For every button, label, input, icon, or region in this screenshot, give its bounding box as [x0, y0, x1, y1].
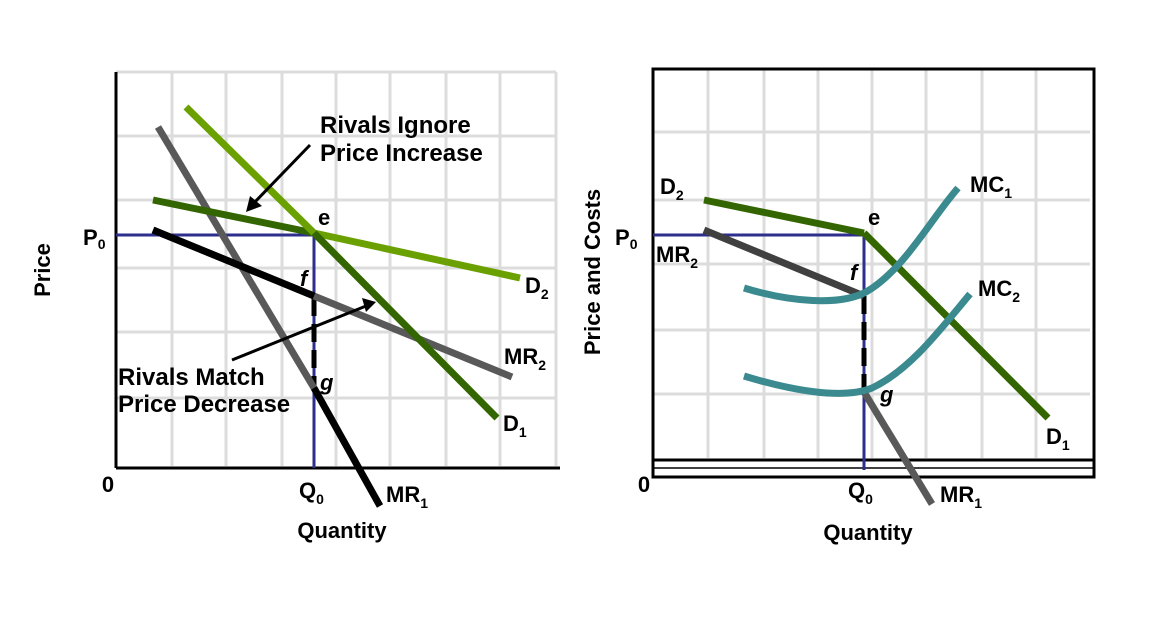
left-d2-curve-ext — [313, 229, 521, 282]
right-q0-label: Q0 — [848, 478, 873, 507]
left-match-arrowhead — [362, 298, 376, 312]
right-x-axis-label: Quantity — [823, 520, 913, 545]
right-mr1-curve — [861, 390, 935, 506]
left-y-axis-label: Price — [30, 243, 55, 297]
right-point-e: e — [868, 205, 880, 230]
right-point-g: g — [879, 382, 894, 407]
left-match-annotation-line2: Price Decrease — [118, 391, 290, 418]
left-d2-curve — [152, 196, 315, 237]
right-frame — [651, 67, 1096, 479]
right-mc1-label: MC1 — [970, 172, 1012, 201]
left-point-e: e — [318, 205, 330, 230]
right-d1-label: D1 — [1046, 424, 1070, 453]
left-d1-label: D1 — [503, 411, 527, 440]
left-p0-label: P0 — [83, 225, 106, 252]
left-mr1-curve — [154, 125, 318, 390]
left-mr1-label: MR1 — [386, 482, 428, 511]
right-mr2-curve — [702, 226, 866, 300]
left-q0-label: Q0 — [299, 478, 324, 507]
left-d2-label: D2 — [525, 273, 549, 302]
left-x-axis-label: Quantity — [297, 518, 387, 543]
left-point-g: g — [319, 370, 334, 395]
right-mc2-label: MC2 — [978, 276, 1020, 305]
left-match-annotation-line1: Rivals Match — [118, 364, 265, 391]
right-grid — [654, 70, 1090, 458]
left-point-f: f — [300, 266, 310, 291]
right-point-f: f — [850, 260, 860, 285]
right-y-axis-label: Price and Costs — [580, 189, 605, 355]
right-mc2-curve — [742, 291, 973, 397]
left-ignore-arrowhead — [246, 196, 262, 212]
right-d2-curve — [703, 196, 865, 237]
right-mr2-label: MR2 — [656, 242, 698, 271]
left-mr2-label: MR2 — [504, 344, 546, 373]
left-d1-curve-lower — [311, 230, 500, 421]
left-mr1-kink-seg — [151, 226, 316, 300]
left-mr1-curve-lower — [310, 386, 384, 508]
left-grid — [116, 70, 558, 466]
left-match-arrow — [231, 304, 367, 362]
right-mc1-curve — [742, 185, 961, 305]
right-p0-label: P0 — [615, 225, 638, 252]
left-ignore-annotation-line1: Rivals Ignore — [320, 112, 471, 139]
left-origin-label: 0 — [102, 472, 114, 497]
left-ignore-arrow — [250, 143, 312, 207]
right-mr1-label: MR1 — [940, 482, 982, 511]
right-d2-label: D2 — [660, 174, 684, 203]
left-panel: Price Quantity 0 P0 Q0 e f g D2 MR2 D1 M… — [30, 70, 560, 543]
right-panel: Price and Costs Quantity 0 P0 Q0 e f g D… — [580, 67, 1096, 545]
left-d1-curve — [183, 104, 317, 236]
right-origin-label: 0 — [638, 472, 650, 497]
left-ignore-annotation-line2: Price Increase — [320, 140, 483, 167]
